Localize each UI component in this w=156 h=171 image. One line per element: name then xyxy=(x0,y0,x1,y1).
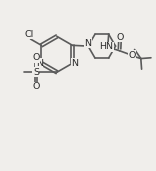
Text: O: O xyxy=(117,33,124,42)
Text: N: N xyxy=(71,59,78,68)
Text: S: S xyxy=(33,68,39,77)
Text: O: O xyxy=(32,53,40,62)
Text: Cl: Cl xyxy=(25,30,34,39)
Text: N: N xyxy=(36,59,43,68)
Text: O: O xyxy=(128,51,135,60)
Text: O: O xyxy=(32,82,40,91)
Text: N: N xyxy=(84,39,91,48)
Text: HN: HN xyxy=(99,42,113,51)
